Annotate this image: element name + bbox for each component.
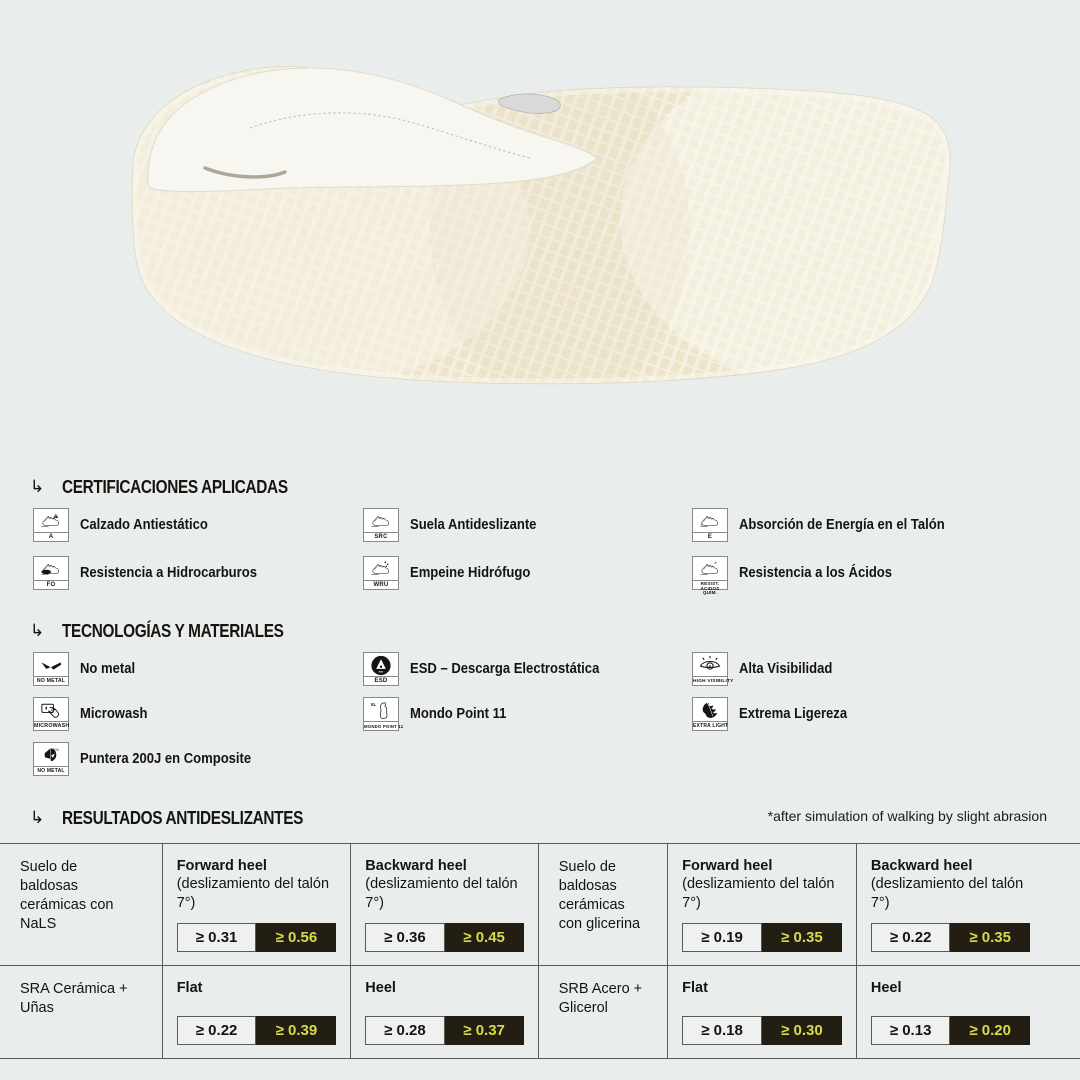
svg-text:XL: XL	[370, 702, 376, 707]
svg-text:ESD: ESD	[379, 671, 384, 673]
